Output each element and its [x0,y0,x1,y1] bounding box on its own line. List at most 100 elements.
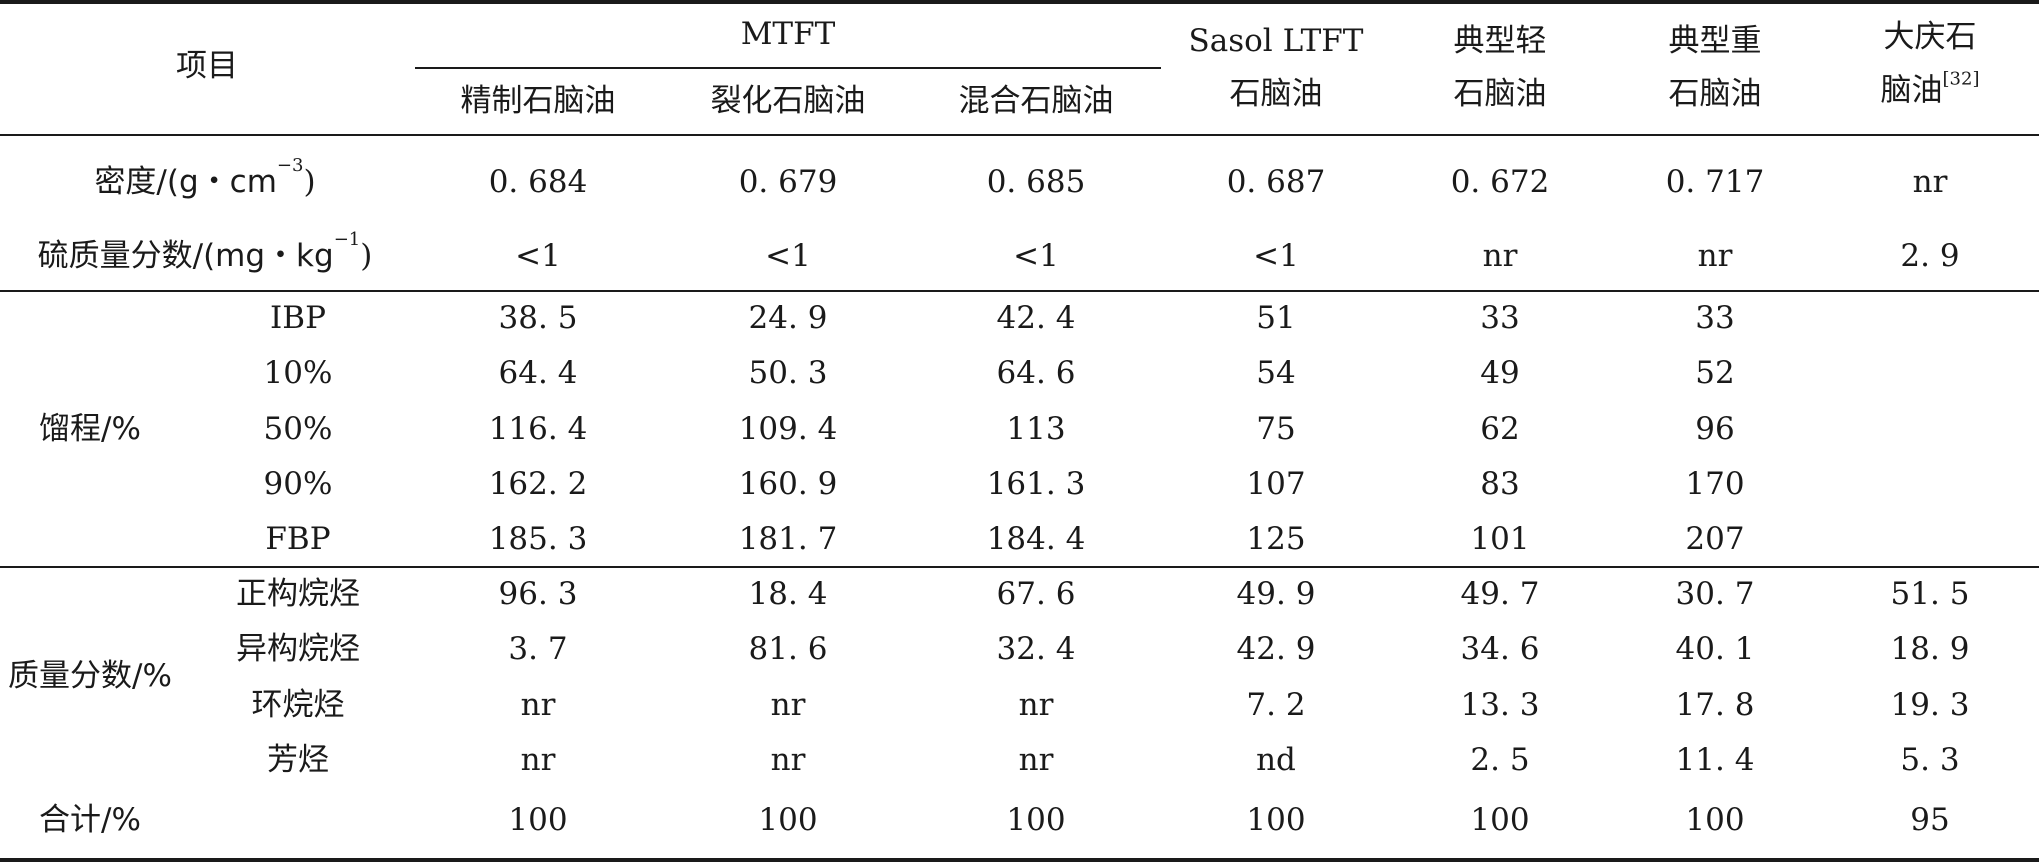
total-cell: 100 [1470,802,1530,838]
header-daqing-ref: [32] [1942,68,1980,90]
composition-cell: 34. 6 [1460,631,1540,667]
density-label-end: ) [303,164,316,200]
density-cell: 0. 687 [1226,164,1326,200]
composition-cell: 42. 9 [1236,631,1316,667]
header-daqing-line1: 大庆石 [1883,19,1977,55]
density-cell: nr [1912,164,1948,200]
sulfur-label-end: ) [360,238,373,274]
header-item: 项目 [176,48,238,84]
composition-cell: 30. 7 [1675,576,1755,612]
distillation-cell: 109. 4 [738,411,838,447]
composition-cell: 18. 9 [1890,631,1970,667]
distillation-cell: 51 [1256,300,1296,336]
composition-cell: 11. 4 [1675,742,1755,778]
distillation-cell: 162. 2 [488,466,588,502]
header-mixed-naphtha: 混合石脑油 [958,83,1114,119]
distillation-cell: 181. 7 [738,521,838,557]
header-mtft: MTFT [740,16,836,52]
composition-cell: 81. 6 [748,631,828,667]
composition-cell: 96. 3 [498,576,578,612]
distillation-cell: 54 [1256,355,1296,391]
distillation-row-name: IBP [270,300,326,336]
sulfur-cell: <1 [1253,238,1299,274]
composition-cell: 32. 4 [996,631,1076,667]
composition-row-name: 异构烷烃 [236,631,360,667]
header-heavy-line1: 典型重 [1668,23,1762,59]
distillation-cell: 64. 6 [996,355,1076,391]
distillation-cell: 52 [1695,355,1735,391]
header-sasol-line2: 石脑油 [1229,76,1323,112]
distillation-cell: 207 [1685,521,1745,557]
distillation-cell: 33 [1480,300,1520,336]
composition-row-name: 环烷烃 [251,687,345,723]
distillation-cell: 75 [1256,411,1296,447]
distillation-cell: 107 [1246,466,1306,502]
composition-cell: 40. 1 [1675,631,1755,667]
composition-cell: nr [1018,742,1054,778]
composition-cell: 51. 5 [1890,576,1970,612]
total-cell: 100 [758,802,818,838]
distillation-cell: 101 [1470,521,1530,557]
distillation-row-name: 90% [263,466,333,502]
sulfur-label: 硫质量分数/(mg・kg−1) [37,230,373,276]
header-light-line1: 典型轻 [1453,23,1547,59]
distillation-cell: 184. 4 [986,521,1086,557]
distillation-cell: 38. 5 [498,300,578,336]
mtft-underline [415,67,1161,69]
distillation-cell: 160. 9 [738,466,838,502]
density-cell: 0. 717 [1665,164,1765,200]
composition-label: 质量分数/% [8,658,172,694]
distillation-row-name: FBP [265,521,331,557]
header-heavy-line2: 石脑油 [1668,76,1762,112]
sulfur-cell: nr [1697,238,1733,274]
composition-cell: 49. 9 [1236,576,1316,612]
header-light-line2: 石脑油 [1453,76,1547,112]
distillation-row-name: 50% [263,411,333,447]
total-cell: 100 [1685,802,1745,838]
composition-cell: 49. 7 [1460,576,1540,612]
distillation-cell: 161. 3 [986,466,1086,502]
density-cell: 0. 679 [738,164,838,200]
header-cracked-naphtha: 裂化石脑油 [710,83,866,119]
composition-cell: nd [1256,742,1296,778]
distillation-row-name: 10% [263,355,333,391]
sulfur-cell: <1 [1013,238,1059,274]
composition-row-name: 芳烃 [267,742,329,778]
section-rule-2 [0,566,2039,568]
distillation-cell: 62 [1480,411,1520,447]
density-label-sup: −3 [276,154,304,176]
composition-cell: 19. 3 [1890,687,1970,723]
sulfur-cell: 2. 9 [1900,238,1960,274]
distillation-cell: 42. 4 [996,300,1076,336]
distillation-cell: 125 [1246,521,1306,557]
header-daqing-text: 脑油 [1880,72,1943,109]
composition-cell: nr [520,687,556,723]
total-cell: 100 [508,802,568,838]
composition-cell: 5. 3 [1900,742,1960,778]
sulfur-cell: nr [1482,238,1518,274]
composition-cell: 13. 3 [1460,687,1540,723]
header-daqing-line2: 脑油[32] [1880,68,1980,116]
composition-cell: 67. 6 [996,576,1076,612]
composition-cell: nr [770,687,806,723]
density-cell: 0. 685 [986,164,1086,200]
header-refined-naphtha: 精制石脑油 [460,83,616,119]
density-label: 密度/(g・cm−3) [94,156,316,202]
composition-cell: nr [520,742,556,778]
density-label-text: 密度/(g・cm [94,164,277,200]
distillation-cell: 96 [1695,411,1735,447]
distillation-cell: 24. 9 [748,300,828,336]
total-cell: 100 [1006,802,1066,838]
distillation-cell: 170 [1685,466,1745,502]
density-cell: 0. 684 [488,164,588,200]
composition-row-name: 正构烷烃 [236,576,360,612]
sulfur-label-text: 硫质量分数/(mg・kg [37,238,334,274]
distillation-label: 馏程/% [39,411,141,447]
top-rule [0,0,2039,4]
composition-cell: 2. 5 [1470,742,1530,778]
header-bottom-rule [0,134,2039,136]
sulfur-cell: <1 [515,238,561,274]
distillation-cell: 185. 3 [488,521,588,557]
section-rule-1 [0,290,2039,292]
composition-cell: 18. 4 [748,576,828,612]
